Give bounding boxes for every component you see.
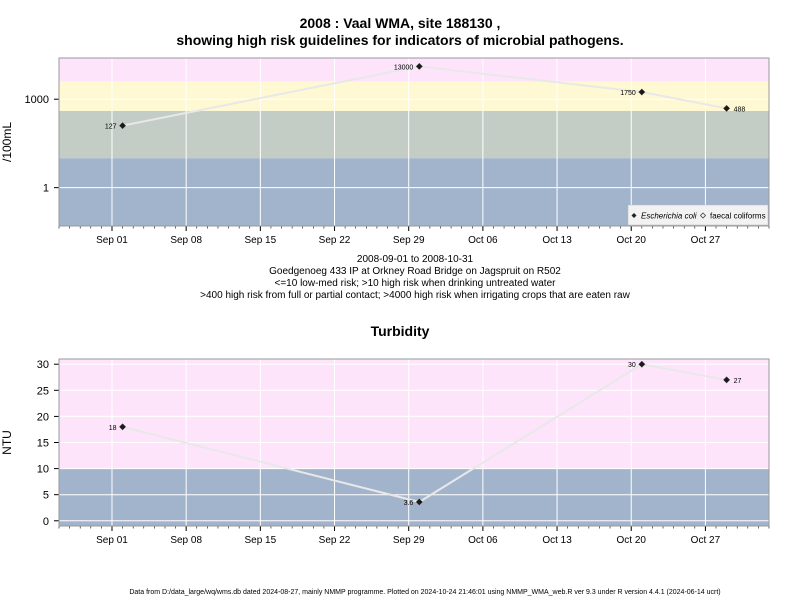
y-tick-label: 5 [43,490,49,502]
risk-band [59,81,769,111]
y-tick-label: 30 [37,359,49,371]
data-label: 488 [734,106,746,113]
plot-frame [58,358,770,527]
data-label: 27 [734,378,742,385]
x-tick-label: Sep 01 [96,535,128,546]
x-tick-label: Oct 20 [617,535,647,546]
x-tick-label: Oct 20 [617,235,647,246]
x-tick-label: Sep 15 [244,235,276,246]
data-point [638,88,646,96]
data-label: 3.6 [404,500,414,507]
caption-site: Goedgenoeg 433 IP at Orkney Road Bridge … [269,266,561,277]
x-tick-label: Sep 29 [393,535,425,546]
chart-subtitle: showing high risk guidelines for indicat… [176,32,624,48]
x-tick-label: Oct 27 [691,235,721,246]
x-tick-label: Sep 08 [170,235,202,246]
x-tick-label: Sep 15 [244,535,276,546]
y-tick-label: 1000 [25,94,49,106]
caption-contact-risk: >400 high risk from full or partial cont… [200,290,630,301]
plot-frame [58,57,770,227]
risk-band [59,58,769,82]
x-tick-label: Sep 22 [319,535,351,546]
legend-label-ecoli: Escherichia coli [641,212,697,221]
caption-date-range: 2008-09-01 to 2008-10-31 [356,254,474,265]
data-point [119,423,127,431]
x-tick-label: Sep 22 [319,235,351,246]
data-point [119,122,127,130]
x-tick-label: Oct 13 [542,535,572,546]
data-label: 13000 [394,64,414,71]
legend-marker-ecoli [631,213,637,218]
data-label: 18 [109,425,117,432]
x-tick-label: Sep 29 [393,235,425,246]
y-tick-label: 1 [43,183,49,195]
legend-marker-faecal [699,212,707,219]
turbidity-title: Turbidity [370,323,430,339]
legend-box [627,204,769,226]
y-tick-label: 10 [37,464,49,476]
x-tick-label: Sep 01 [96,235,128,246]
series-line [122,65,727,127]
y-tick-label: 0 [43,516,49,528]
data-label: 1750 [620,90,636,97]
x-tick-label: Oct 06 [468,535,498,546]
y-tick-label: 20 [37,411,49,423]
risk-band [59,468,769,526]
data-point [415,498,423,506]
data-label: 30 [628,362,636,369]
turbidity-chart-panel: Sep 01 Sep 08 Sep 15 Sep 22 Sep 29 Oct 06 Oct … [0,358,770,546]
x-tick-label: Oct 27 [691,535,721,546]
risk-band [59,110,769,159]
legend-label-faecal: faecal coliforms [710,212,766,221]
data-point [415,62,423,70]
x-tick-label: Sep 08 [170,535,202,546]
microbial-chart-panel: Sep 01 Sep 08 Sep 15 Sep 22 Sep 29 Oct 06 Oct … [0,57,770,246]
data-label: 127 [105,124,117,131]
y-tick-label: 25 [37,385,49,397]
y-tick-label: 15 [37,438,49,450]
data-point [723,376,731,384]
x-tick-label: Oct 13 [542,235,572,246]
data-point [723,104,731,112]
series-line [122,363,727,504]
y-axis-label: NTU [0,430,14,455]
x-tick-label: Oct 06 [468,235,498,246]
chart-title: 2008 : Vaal WMA, site 188130 , [299,15,501,31]
data-point [638,360,646,368]
caption-drinking-risk: <=10 low-med risk; >10 high risk when dr… [274,278,556,289]
y-axis-label: /100mL [0,122,14,162]
footer-note: Data from D:/data_large/wq/wms.db dated … [129,589,721,596]
risk-band [59,359,769,469]
